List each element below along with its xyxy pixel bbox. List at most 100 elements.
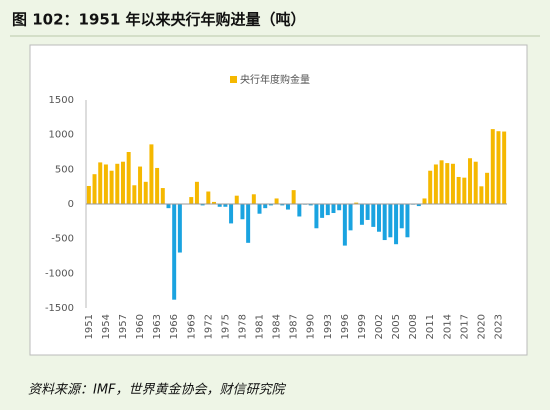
bar <box>485 172 490 204</box>
bar <box>502 131 507 204</box>
bar <box>297 204 302 217</box>
bar <box>212 201 216 204</box>
x-tick-label: 1957 <box>118 314 129 339</box>
bar <box>200 204 205 206</box>
bar <box>149 144 154 204</box>
chart-title: 图 102：1951 年以来央行年购进量（吨） <box>12 11 306 29</box>
x-tick-label: 1990 <box>306 314 317 339</box>
bar <box>479 186 484 204</box>
x-tick-label: 1996 <box>340 314 351 339</box>
bar <box>246 204 251 243</box>
bar <box>263 204 268 209</box>
bar <box>280 204 285 206</box>
y-tick-label: 1000 <box>49 130 74 141</box>
x-tick-label: 2017 <box>459 314 470 339</box>
bar <box>103 164 108 204</box>
x-tick-label: 2005 <box>391 314 402 339</box>
bar <box>388 204 393 238</box>
bar <box>468 158 473 204</box>
bar <box>496 131 501 204</box>
y-tick-label: 500 <box>55 164 74 175</box>
legend-label: 央行年度购金量 <box>240 73 310 86</box>
bar <box>428 170 433 204</box>
x-tick-label: 1999 <box>357 314 368 339</box>
bar <box>274 198 279 204</box>
bar <box>359 204 364 225</box>
bar <box>98 162 103 204</box>
x-tick-label: 2008 <box>408 314 419 339</box>
bar <box>416 204 421 207</box>
bar <box>155 167 160 204</box>
bar <box>251 194 256 204</box>
bar <box>462 177 467 204</box>
x-tick-label: 2023 <box>493 314 504 339</box>
x-tick-label: 1978 <box>237 314 248 339</box>
bar <box>172 204 177 300</box>
x-tick-label: 1951 <box>84 314 95 339</box>
x-tick-label: 1987 <box>289 314 300 339</box>
x-tick-label: 1993 <box>323 314 334 339</box>
bar <box>456 176 461 204</box>
x-tick-label: 2014 <box>442 314 453 339</box>
bar <box>86 185 91 204</box>
bar <box>92 174 97 204</box>
bar <box>257 204 262 214</box>
bar <box>394 204 399 245</box>
y-tick-label: -1000 <box>45 268 74 279</box>
bar <box>382 204 387 241</box>
source-note: 资料来源：IMF，世界黄金协会，财信研究院 <box>28 382 287 398</box>
bar <box>240 204 245 220</box>
bar <box>399 204 404 229</box>
x-tick-label: 1972 <box>203 314 214 339</box>
bar <box>365 204 370 220</box>
bar <box>348 204 353 231</box>
x-tick-label: 1960 <box>135 314 146 339</box>
bar <box>217 204 222 207</box>
bar <box>445 163 450 204</box>
bar <box>189 197 194 204</box>
y-tick-label: 0 <box>68 199 74 210</box>
bar <box>308 204 313 206</box>
bar <box>354 202 359 204</box>
bar <box>109 170 114 204</box>
bar <box>473 161 478 204</box>
bar <box>194 181 199 204</box>
bar <box>490 129 495 204</box>
bar <box>234 195 239 204</box>
x-tick-label: 1966 <box>169 314 180 339</box>
bar <box>143 181 148 204</box>
bar <box>433 164 438 204</box>
bar <box>268 204 273 206</box>
x-tick-label: 1969 <box>186 314 197 339</box>
bar <box>450 163 455 204</box>
x-tick-label: 1975 <box>220 314 231 339</box>
bar <box>314 204 319 229</box>
y-tick-label: -1500 <box>45 303 74 314</box>
x-tick-label: 2020 <box>476 314 487 339</box>
bar <box>377 204 381 232</box>
bar <box>320 204 325 218</box>
bar <box>206 191 211 204</box>
bar <box>132 185 137 204</box>
bar <box>325 204 330 216</box>
x-tick-label: 1981 <box>255 314 266 339</box>
bar <box>223 204 228 207</box>
bar <box>138 166 143 204</box>
bar <box>126 152 131 204</box>
bar <box>371 204 376 227</box>
x-tick-label: 2002 <box>374 314 385 339</box>
bar <box>285 204 290 210</box>
bar <box>291 190 296 204</box>
bar <box>177 204 182 253</box>
bar <box>439 160 444 204</box>
legend-swatch <box>230 76 237 83</box>
y-tick-label: -500 <box>51 234 74 245</box>
x-tick-label: 2011 <box>425 314 436 339</box>
bar <box>337 204 342 211</box>
bar <box>422 198 427 204</box>
x-tick-label: 1984 <box>272 314 283 339</box>
bar <box>331 204 336 214</box>
y-tick-label: 1500 <box>49 95 74 106</box>
